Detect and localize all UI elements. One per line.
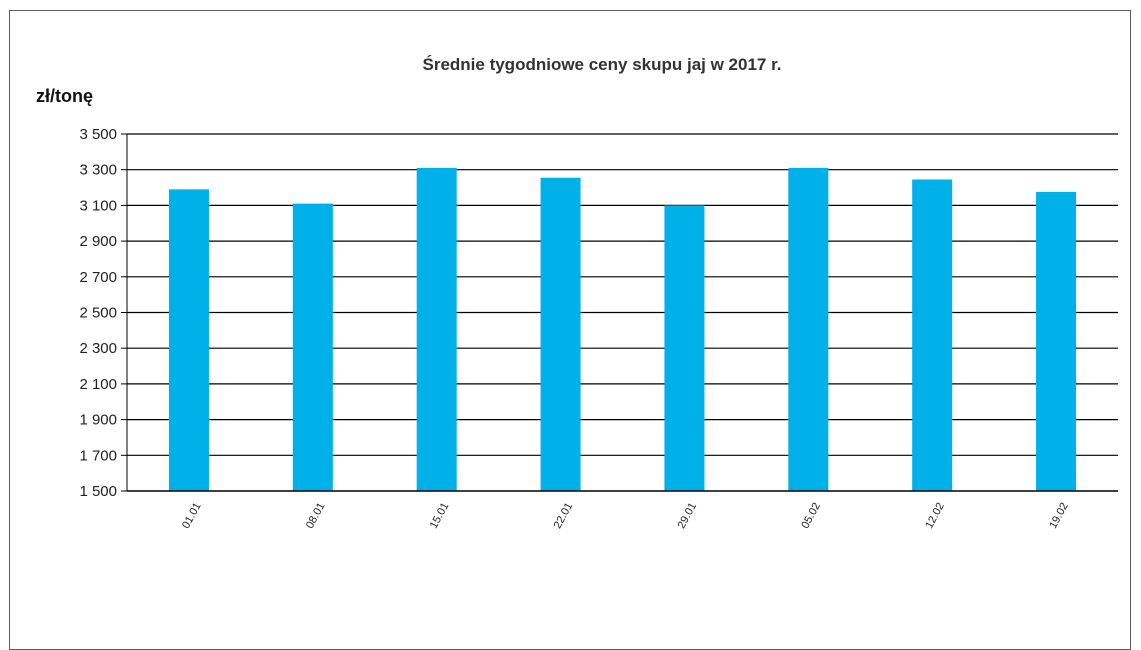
x-tick-label: 19.02 xyxy=(1047,501,1071,531)
y-tick-label: 3 300 xyxy=(79,162,117,179)
x-tick-label: 12.02 xyxy=(923,501,947,531)
y-tick-label: 3 100 xyxy=(79,197,117,214)
bar xyxy=(664,205,705,491)
x-tick-label: 08.01 xyxy=(304,501,328,531)
y-tick-label: 1 500 xyxy=(79,483,117,500)
y-tick-labels: 1 500 1 700 1 900 2 100 2 300 2 500 2 700 2 900… xyxy=(79,126,117,500)
y-tick-label: 1 700 xyxy=(79,447,117,464)
bar xyxy=(168,189,209,491)
x-tick-labels: 01.01 08.01 15.01 22.01 29.01 05.02 12.02 19.02 xyxy=(180,501,1071,531)
x-tick-label: 29.01 xyxy=(676,501,700,531)
y-axis-label: zł/tonę xyxy=(36,86,93,106)
y-tick-label: 3 500 xyxy=(79,126,117,143)
x-tick-label: 01.01 xyxy=(180,501,204,531)
chart-title: Średnie tygodniowe ceny skupu jaj w 2017… xyxy=(422,55,781,74)
bar xyxy=(912,179,953,491)
bar xyxy=(292,203,333,492)
x-tick-label: 15.01 xyxy=(428,501,452,531)
bar xyxy=(416,167,457,492)
y-tick-label: 2 100 xyxy=(79,376,117,393)
x-tick-label: 22.01 xyxy=(552,501,576,531)
y-tick-label: 2 300 xyxy=(79,340,117,357)
bars xyxy=(168,167,1077,492)
y-tick-label: 2 900 xyxy=(79,233,117,250)
bar xyxy=(1036,192,1077,491)
y-tick-label: 1 900 xyxy=(79,412,117,429)
y-tick-label: 2 500 xyxy=(79,305,117,322)
gridlines xyxy=(121,133,1118,492)
bar xyxy=(788,167,829,492)
x-tick-label: 05.02 xyxy=(799,501,823,531)
bar-chart: Średnie tygodniowe ceny skupu jaj w 2017… xyxy=(36,55,1118,531)
bar xyxy=(540,177,581,492)
y-tick-label: 2 700 xyxy=(79,269,117,286)
